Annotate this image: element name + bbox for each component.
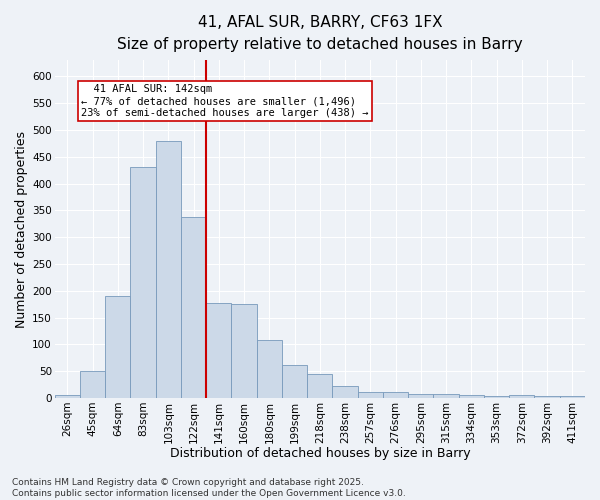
Bar xyxy=(282,364,307,398)
Bar xyxy=(535,396,560,398)
Bar xyxy=(332,386,358,398)
X-axis label: Distribution of detached houses by size in Barry: Distribution of detached houses by size … xyxy=(170,447,470,460)
Bar xyxy=(105,296,130,398)
Bar xyxy=(484,396,509,398)
Bar xyxy=(433,394,459,398)
Y-axis label: Number of detached properties: Number of detached properties xyxy=(15,130,28,328)
Bar xyxy=(156,140,181,398)
Bar xyxy=(307,374,332,398)
Bar xyxy=(181,217,206,398)
Bar xyxy=(257,340,282,398)
Title: 41, AFAL SUR, BARRY, CF63 1FX
Size of property relative to detached houses in Ba: 41, AFAL SUR, BARRY, CF63 1FX Size of pr… xyxy=(117,15,523,52)
Bar xyxy=(408,394,433,398)
Bar xyxy=(509,396,535,398)
Bar xyxy=(80,371,105,398)
Bar xyxy=(55,396,80,398)
Bar xyxy=(206,302,232,398)
Bar xyxy=(560,396,585,398)
Bar xyxy=(232,304,257,398)
Text: 41 AFAL SUR: 142sqm
← 77% of detached houses are smaller (1,496)
23% of semi-det: 41 AFAL SUR: 142sqm ← 77% of detached ho… xyxy=(81,84,369,117)
Bar xyxy=(130,168,156,398)
Bar xyxy=(459,396,484,398)
Bar xyxy=(358,392,383,398)
Bar xyxy=(383,392,408,398)
Text: Contains HM Land Registry data © Crown copyright and database right 2025.
Contai: Contains HM Land Registry data © Crown c… xyxy=(12,478,406,498)
